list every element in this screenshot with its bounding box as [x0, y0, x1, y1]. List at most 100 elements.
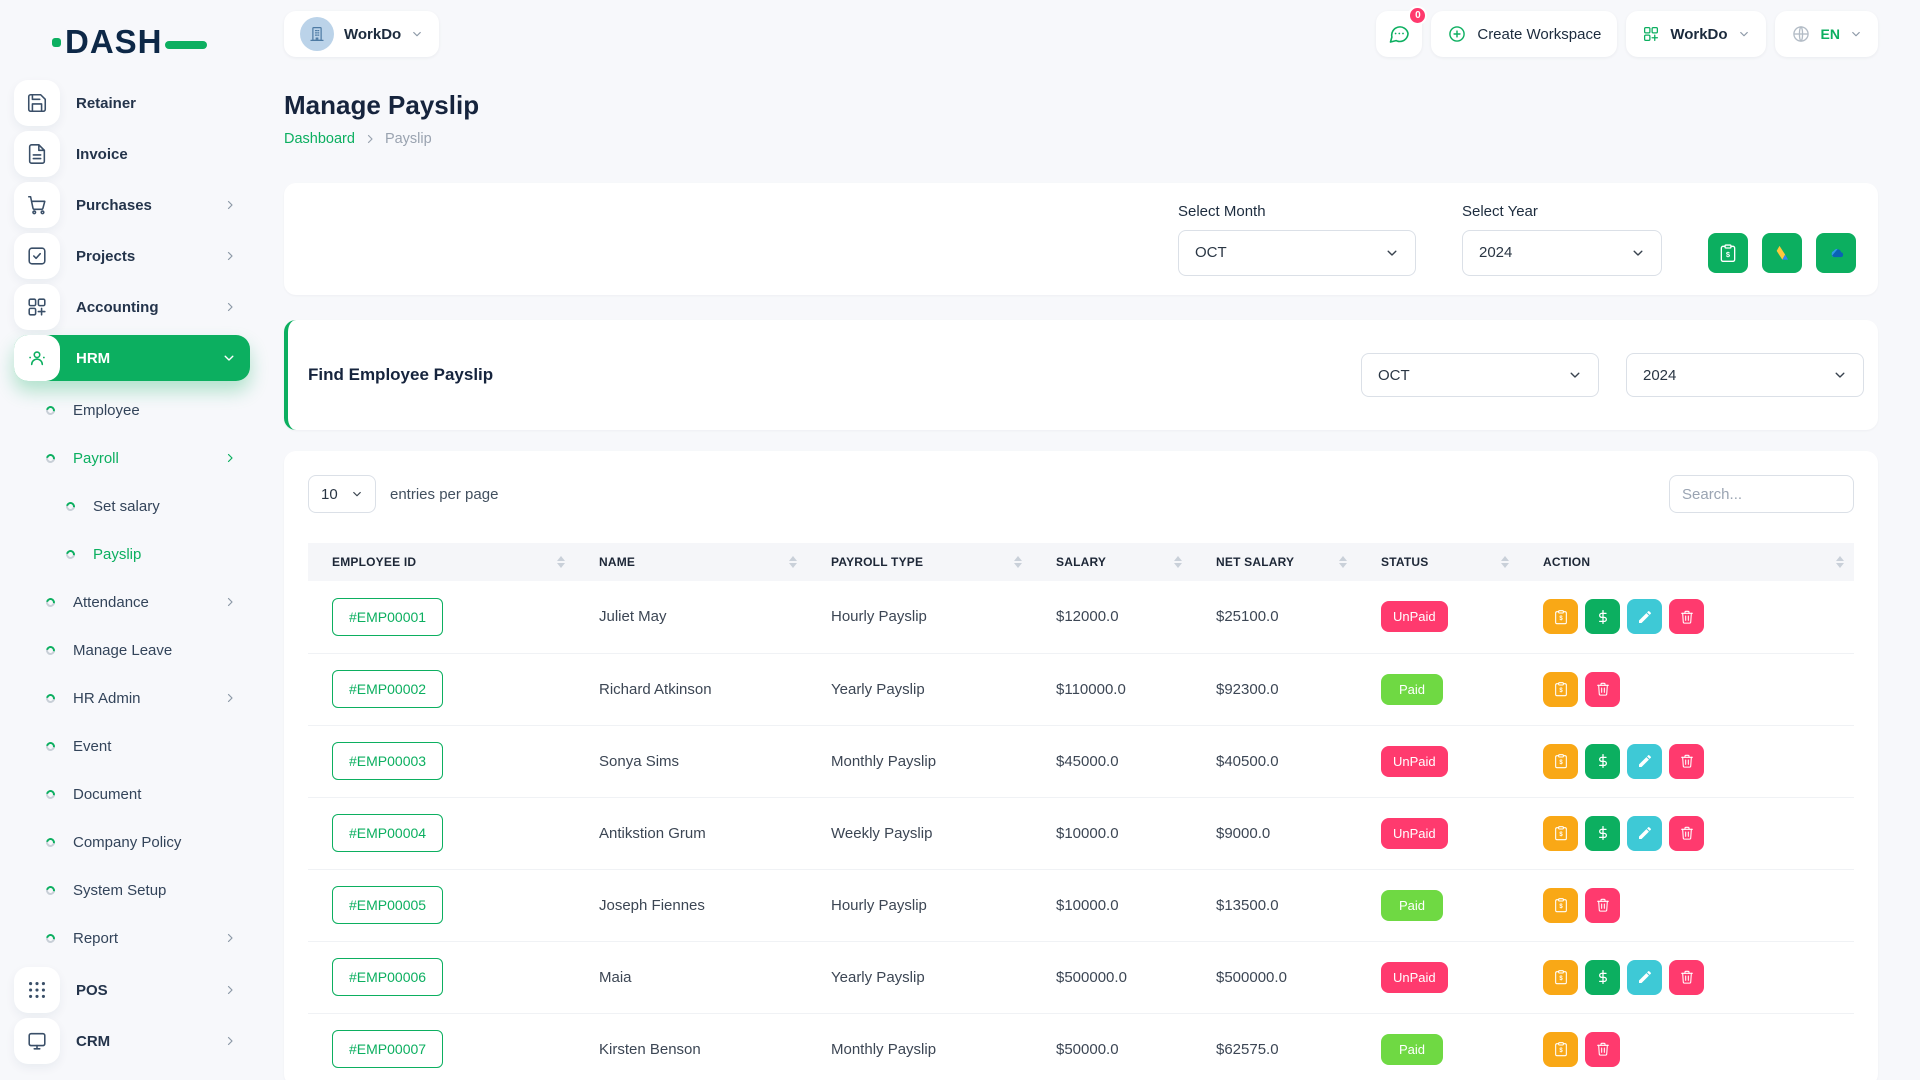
create-workspace-button[interactable]: Create Workspace — [1431, 11, 1618, 57]
payslip-button[interactable]: $ — [1543, 671, 1578, 707]
pencil-icon — [1637, 969, 1653, 985]
onedrive-button[interactable] — [1816, 232, 1856, 273]
sidebar-item-payroll[interactable]: Payroll — [0, 434, 264, 482]
sidebar-item-label: Payroll — [73, 449, 119, 467]
column-header-status[interactable]: STATUS — [1357, 543, 1519, 581]
sidebar-item-label: Event — [73, 737, 112, 755]
sidebar-item-report[interactable]: Report — [0, 914, 264, 962]
bullet-icon — [44, 643, 57, 657]
employee-id-badge[interactable]: #EMP00007 — [332, 1030, 444, 1068]
column-header-employee-id[interactable]: EMPLOYEE ID — [308, 543, 575, 581]
payslip-button[interactable]: $ — [1543, 599, 1578, 635]
delete-button[interactable] — [1585, 1031, 1620, 1067]
sidebar-item-company-policy[interactable]: Company Policy — [0, 818, 264, 866]
payslip-button[interactable]: $ — [1543, 887, 1578, 923]
find-month-select[interactable]: OCT — [1361, 353, 1599, 397]
delete-button[interactable] — [1669, 599, 1704, 635]
employee-id-badge[interactable]: #EMP00004 — [332, 814, 444, 852]
workspace-switcher-button[interactable]: WorkDo — [284, 11, 440, 57]
delete-button[interactable] — [1669, 743, 1704, 779]
sidebar-item-employee[interactable]: Employee — [0, 386, 264, 434]
row-actions: $ — [1543, 887, 1844, 923]
edit-button[interactable] — [1627, 599, 1662, 635]
sidebar-item-document[interactable]: Document — [0, 770, 264, 818]
delete-button[interactable] — [1669, 815, 1704, 851]
employee-id-badge[interactable]: #EMP00006 — [332, 958, 444, 996]
payslip-button[interactable]: $ — [1543, 815, 1578, 851]
employee-name: Joseph Fiennes — [575, 869, 807, 942]
month-select-value: OCT — [1195, 244, 1227, 261]
svg-text:$: $ — [1726, 250, 1731, 259]
find-year-select[interactable]: 2024 — [1626, 353, 1864, 397]
employee-id-badge[interactable]: #EMP00005 — [332, 886, 444, 924]
google-drive-button[interactable] — [1762, 232, 1802, 273]
entries-select[interactable]: 10 — [308, 475, 376, 513]
column-header-action[interactable]: ACTION — [1519, 543, 1854, 581]
sidebar-item-hr-admin[interactable]: HR Admin — [0, 674, 264, 722]
sidebar-item-purchases[interactable]: Purchases — [14, 182, 250, 228]
sidebar-item-hrm[interactable]: HRM — [14, 335, 250, 381]
sidebar-item-crm[interactable]: CRM — [14, 1018, 250, 1064]
pay-button[interactable] — [1585, 959, 1620, 995]
sidebar-item-attendance[interactable]: Attendance — [0, 578, 264, 626]
breadcrumb-dashboard-link[interactable]: Dashboard — [284, 131, 355, 147]
sidebar-menu: Retainer Invoice Purchases Projects Accounti… — [0, 80, 264, 1064]
column-header-salary[interactable]: SALARY — [1032, 543, 1192, 581]
pay-button[interactable] — [1585, 599, 1620, 635]
sidebar-item-set-salary[interactable]: Set salary — [0, 482, 264, 530]
language-button[interactable]: EN — [1774, 11, 1878, 57]
svg-text:$: $ — [1559, 1048, 1563, 1054]
payslip-button[interactable]: $ — [1543, 959, 1578, 995]
sidebar-item-projects[interactable]: Projects — [14, 233, 250, 279]
filter-card: Select Month OCT Select Year 2024 $ — [284, 183, 1878, 295]
export-payslip-button[interactable]: $ — [1708, 232, 1748, 273]
year-select[interactable]: 2024 — [1462, 229, 1662, 276]
employee-id-badge[interactable]: #EMP00002 — [332, 670, 444, 708]
delete-button[interactable] — [1585, 671, 1620, 707]
sidebar-item-event[interactable]: Event — [0, 722, 264, 770]
net-salary: $40500.0 — [1192, 725, 1357, 798]
salary: $110000.0 — [1032, 653, 1192, 726]
trash-icon — [1679, 753, 1695, 769]
chevron-down-icon — [1385, 246, 1399, 260]
edit-button[interactable] — [1627, 959, 1662, 995]
search-input[interactable] — [1669, 475, 1854, 513]
employee-id-badge[interactable]: #EMP00003 — [332, 742, 444, 780]
crm-icon — [14, 1018, 60, 1064]
workdo-apps-button[interactable]: WorkDo — [1626, 11, 1766, 57]
edit-button[interactable] — [1627, 743, 1662, 779]
sidebar-item-retainer[interactable]: Retainer — [14, 80, 250, 126]
sidebar-item-manage-leave[interactable]: Manage Leave — [0, 626, 264, 674]
sidebar-item-label: Company Policy — [73, 833, 182, 851]
sidebar-item-invoice[interactable]: Invoice — [14, 131, 250, 177]
bullet-icon — [44, 595, 57, 609]
delete-button[interactable] — [1669, 959, 1704, 995]
edit-button[interactable] — [1627, 815, 1662, 851]
chevron-down-icon — [1631, 246, 1645, 260]
entries-value: 10 — [321, 485, 338, 503]
payslip-button[interactable]: $ — [1543, 743, 1578, 779]
column-label: NAME — [599, 555, 636, 569]
sidebar-item-system-setup[interactable]: System Setup — [0, 866, 264, 914]
delete-button[interactable] — [1585, 887, 1620, 923]
column-header-payroll-type[interactable]: PAYROLL TYPE — [807, 543, 1032, 581]
month-select[interactable]: OCT — [1178, 229, 1416, 276]
employee-name: Richard Atkinson — [575, 653, 807, 726]
pay-button[interactable] — [1585, 815, 1620, 851]
sidebar-item-label: Manage Leave — [73, 641, 173, 659]
column-header-net-salary[interactable]: NET SALARY — [1192, 543, 1357, 581]
payslip-button[interactable]: $ — [1543, 1031, 1578, 1067]
status-badge: UnPaid — [1381, 817, 1448, 849]
find-year-value: 2024 — [1643, 366, 1677, 384]
column-header-name[interactable]: NAME — [575, 543, 807, 581]
messages-button[interactable]: 0 — [1376, 6, 1428, 57]
sort-icon — [1014, 556, 1022, 568]
brand-logo[interactable]: DASH — [0, 16, 264, 68]
sidebar-item-pos[interactable]: POS — [14, 967, 250, 1013]
sidebar-item-payslip[interactable]: Payslip — [0, 530, 264, 578]
employee-id-badge[interactable]: #EMP00001 — [332, 597, 444, 636]
bullet-icon — [64, 547, 77, 561]
sidebar-item-accounting[interactable]: Accounting — [14, 284, 250, 330]
save-icon — [14, 80, 60, 126]
pay-button[interactable] — [1585, 743, 1620, 779]
